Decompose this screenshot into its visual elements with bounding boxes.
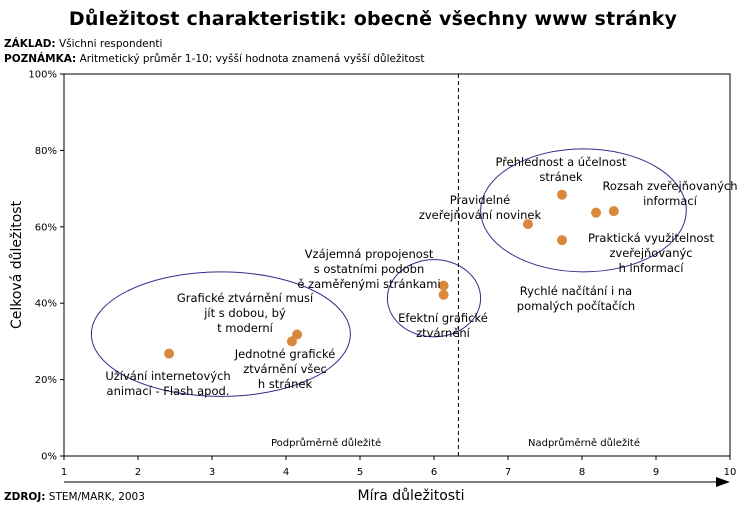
x-tick-label: 7	[505, 467, 511, 478]
point-label: Praktická využitelnost zveřejňovanýc h inf…	[588, 231, 715, 275]
basis-text: Všichni respondenti	[55, 38, 163, 50]
y-tick-label: 60%	[35, 222, 57, 233]
point-label-line: ě zaměřenými stránkami	[297, 277, 440, 291]
point-label: Pravidelné zveřejňování novinek	[419, 193, 542, 222]
point-label: Užívání internetových animací - Flash apo…	[105, 369, 230, 398]
source-label: ZDROJ:	[4, 491, 46, 503]
data-point	[438, 280, 449, 291]
point-label-line: Rychlé načítání i na	[520, 284, 632, 298]
point-label-line: Jednotné grafické	[234, 347, 336, 361]
data-point	[164, 348, 175, 359]
point-label-line: animací - Flash apod.	[107, 384, 230, 398]
point-label-line: ztvárnění všec	[243, 362, 327, 376]
note-label: POZNÁMKA:	[4, 53, 77, 65]
data-point	[591, 207, 602, 218]
point-label-line: Praktická využitelnost	[588, 231, 715, 245]
point-label-line: h stránek	[258, 377, 313, 391]
point-label: Jednotné grafické ztvárnění všec h stránek	[234, 347, 336, 391]
note-text: Aritmetický průměr 1-10; vyšší hodnota z…	[76, 53, 425, 65]
point-label-line: pomalých počítačích	[517, 299, 635, 313]
y-tick-label: 100%	[28, 70, 57, 81]
point-label: Přehlednost a účelnost stránek	[495, 155, 627, 184]
x-axis-arrow-head	[716, 477, 730, 487]
point-label: Rychlé načítání i na pomalých počítačích	[517, 284, 635, 313]
point-label-line: t moderní	[217, 321, 274, 335]
point-label-line: jít s dobou, bý	[203, 306, 286, 320]
point-label: Efektní grafické ztvárnění	[398, 311, 488, 340]
point-label-line: informací	[643, 194, 698, 208]
data-point	[286, 336, 297, 347]
y-tick-label: 40%	[35, 299, 57, 310]
point-label-line: Užívání internetových	[105, 369, 230, 383]
point-label-line: zveřejňovanýc	[609, 246, 692, 260]
point-label-line: Grafické ztvárnění musí	[177, 291, 314, 305]
point-label-line: h informací	[619, 261, 685, 275]
x-tick-label: 9	[653, 467, 659, 478]
point-label-line: Rozsah zveřejňovaných	[602, 179, 737, 193]
x-tick-label: 4	[283, 467, 289, 478]
data-point	[557, 189, 568, 200]
source-text: STEM/MARK, 2003	[45, 491, 145, 503]
plot-area	[63, 73, 731, 457]
basis-line: ZÁKLAD: Všichni respondenti	[4, 38, 162, 50]
point-label-line: Vzájemná propojenost	[305, 247, 434, 261]
point-label-line: Přehlednost a účelnost	[495, 155, 627, 169]
x-tick-label: 10	[724, 467, 737, 478]
y-tick-label: 20%	[35, 375, 57, 386]
x-tick-label: 6	[431, 467, 437, 478]
point-label-line: stránek	[539, 170, 583, 184]
cluster-ellipse	[386, 259, 482, 338]
point-label: Rozsah zveřejňovaných informací	[602, 179, 737, 208]
x-tick-label: 5	[357, 467, 363, 478]
basis-label: ZÁKLAD:	[4, 38, 56, 50]
data-point	[557, 235, 568, 246]
y-tick-label: 80%	[35, 146, 57, 157]
point-label: Grafické ztvárnění musí jít s dobou, bý t …	[177, 291, 314, 335]
zone-label-below: Podprůměrně důležité	[271, 437, 381, 449]
y-tick-label: 0%	[41, 452, 57, 463]
x-axis-title: Míra důležitosti	[358, 488, 465, 504]
point-label-line: s ostatními podobn	[314, 262, 425, 276]
cluster-ellipse	[90, 271, 351, 397]
x-tick-label: 1	[61, 467, 67, 478]
cluster-ellipse	[480, 148, 687, 273]
x-tick-label: 3	[209, 467, 215, 478]
point-label-line: ztvárnění	[416, 326, 471, 340]
x-tick-label: 2	[135, 467, 141, 478]
y-axis-title: Celková důležitost	[9, 200, 25, 329]
point-label: Vzájemná propojenost s ostatními podobn ě …	[297, 247, 440, 291]
data-point	[292, 329, 303, 340]
data-point	[438, 289, 449, 300]
point-label-line: zveřejňování novinek	[419, 208, 542, 222]
zone-label-above: Nadprůměrně důležité	[528, 437, 640, 449]
point-label-line: Efektní grafické	[398, 311, 488, 325]
chart-title: Důležitost charakteristik: obecně všechn…	[68, 8, 678, 30]
data-point	[522, 219, 533, 230]
source-line: ZDROJ: STEM/MARK, 2003	[4, 491, 145, 503]
note-line: POZNÁMKA: Aritmetický průměr 1-10; vyšší…	[4, 53, 425, 65]
data-point	[608, 206, 619, 217]
x-tick-label: 8	[579, 467, 585, 478]
point-label-line: Pravidelné	[450, 193, 510, 207]
